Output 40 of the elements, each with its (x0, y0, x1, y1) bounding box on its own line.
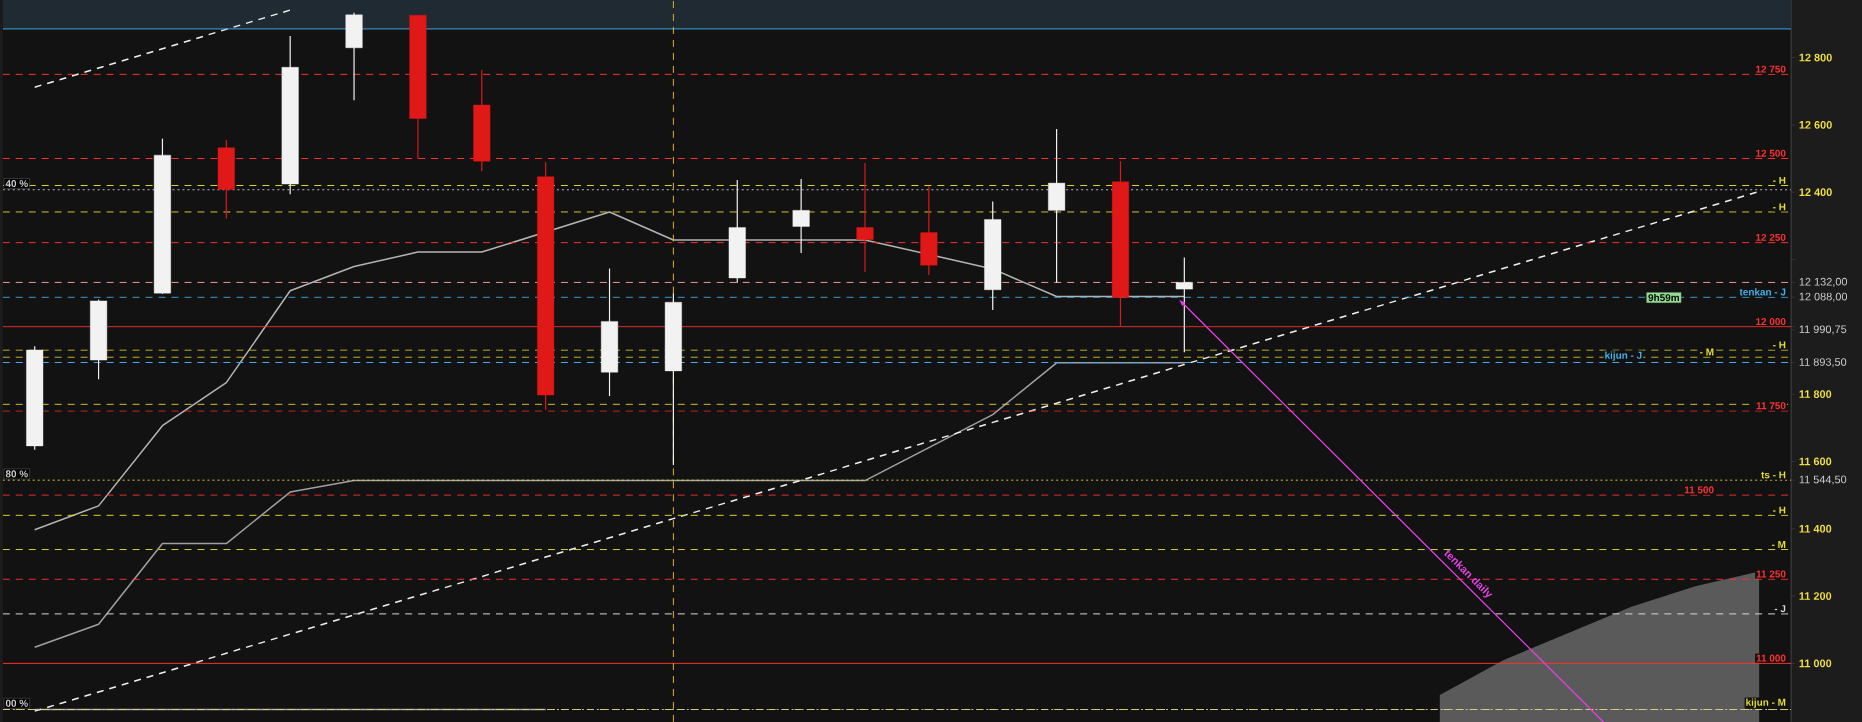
y-tick-label: 11 544,50 (1799, 475, 1847, 485)
ref-line-label: - H (1773, 176, 1786, 184)
y-tick-label: 12 132,00 (1799, 277, 1848, 287)
ref-line-label: 12 750 (1756, 65, 1786, 73)
ref-line-label: 11 250 (1756, 570, 1786, 578)
ref-line-label: 11 750 (1756, 402, 1786, 410)
y-tick-label: 11 800 (1799, 390, 1832, 399)
y-tick-label: 11 893,50 (1799, 358, 1847, 368)
y-tick-label: 12 600 (1799, 121, 1832, 129)
ref-line-label: - J (1774, 605, 1786, 613)
ref-line-label: 11 500 (1684, 486, 1714, 494)
y-tick-label: 11 200 (1799, 592, 1832, 600)
y-tick-label: 11 990,75 (1799, 325, 1847, 335)
ref-line-label: - M (1771, 541, 1786, 548)
y-tick-label: 12 800 (1799, 53, 1832, 62)
y-tick-label: 12 088,00 (1799, 292, 1848, 302)
annotation: 80 % (5, 470, 28, 478)
ref-line-label: 12 500 (1756, 149, 1786, 157)
annotation: 00 % (5, 699, 28, 707)
ref-line-label: kijun - J (1605, 351, 1642, 361)
y-tick-label: 11 000 (1799, 659, 1832, 668)
annotation: 9h59m (1648, 293, 1679, 302)
ref-line-label: - H (1773, 506, 1786, 514)
candlestick (792, 178, 810, 254)
ref-line-label: tenkan - J (1739, 288, 1786, 296)
ref-line-label: ts - H (1761, 471, 1786, 479)
ref-line-label: - M (1700, 348, 1714, 356)
y-tick-label: 11 600 (1799, 457, 1832, 466)
annotation: 40 % (5, 180, 28, 188)
ref-line-label: 12 000 (1756, 318, 1786, 326)
candlestick (856, 162, 874, 273)
candlestick (1175, 256, 1193, 353)
y-tick-label: 12 400 (1799, 188, 1832, 197)
ref-line-label: - H (1773, 203, 1786, 211)
ref-line-label: kijun - M (1746, 698, 1786, 708)
ref-line-label: 12 250 (1756, 233, 1786, 241)
ref-line-label: 11 000 (1756, 654, 1786, 662)
line-series (33, 9, 291, 88)
y-tick-label: 11 400 (1799, 524, 1832, 533)
ref-line-label: - H (1773, 341, 1786, 349)
